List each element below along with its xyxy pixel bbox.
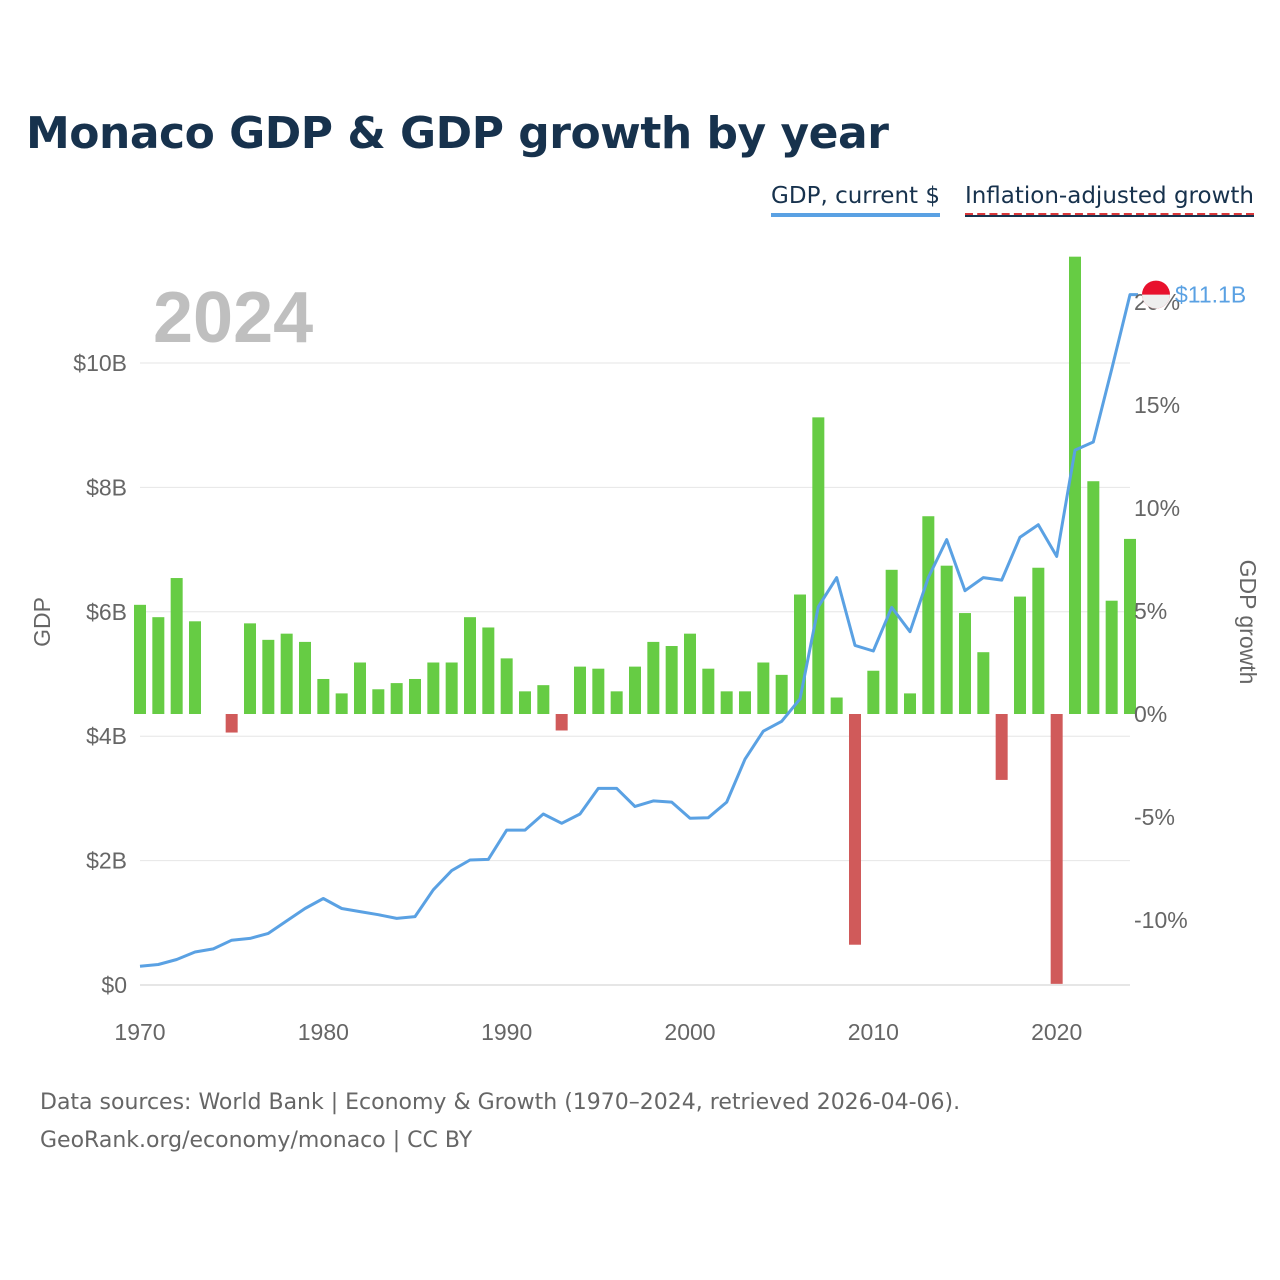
growth-bar-2000[interactable] (684, 633, 696, 714)
growth-bar-2023[interactable] (1105, 600, 1118, 714)
growth-bar-2024[interactable] (1124, 538, 1136, 714)
growth-bar-2007[interactable] (812, 417, 825, 714)
y2-tick-label: 15% (1134, 392, 1180, 418)
growth-bar-1981[interactable] (335, 693, 348, 714)
growth-bar-1992[interactable] (537, 685, 550, 714)
growth-bar-2004[interactable] (757, 662, 770, 715)
monaco-flag-icon-lower (1142, 294, 1170, 309)
growth-bar-1978[interactable] (280, 633, 293, 714)
growth-bar-1993[interactable] (555, 714, 568, 731)
growth-bar-1990[interactable] (500, 658, 513, 714)
growth-bar-2012[interactable] (904, 693, 916, 714)
growth-bar-2016[interactable] (977, 652, 990, 714)
y2-tick-label: -5% (1134, 804, 1175, 830)
x-tick-label: 2010 (848, 1019, 899, 1045)
growth-bar-2021[interactable] (1069, 256, 1081, 714)
growth-bar-2013[interactable] (922, 516, 935, 714)
growth-bar-2002[interactable] (720, 691, 733, 714)
x-tick-label: 2000 (664, 1019, 715, 1045)
y2-tick-label: 0% (1134, 701, 1167, 727)
growth-bar-1986[interactable] (427, 662, 440, 715)
growth-bar-1975[interactable] (225, 714, 238, 733)
growth-bar-1985[interactable] (409, 678, 421, 714)
growth-bar-1989[interactable] (482, 627, 495, 714)
growth-bar-1972[interactable] (170, 578, 183, 714)
growth-bar-1971[interactable] (152, 617, 165, 714)
y-tick-label: $10B (73, 350, 127, 376)
gdp-line-layer (139, 293, 1138, 968)
growth-bar-2003[interactable] (739, 691, 751, 714)
growth-bar-1976[interactable] (244, 623, 256, 714)
growth-bar-2001[interactable] (702, 668, 715, 714)
chart-title: Monaco GDP & GDP growth by year (26, 108, 889, 159)
growth-bar-1998[interactable] (647, 641, 660, 714)
y2-tick-label: -10% (1134, 907, 1188, 933)
growth-bar-2022[interactable] (1087, 481, 1100, 714)
growth-bar-2011[interactable] (885, 569, 898, 714)
growth-bar-1999[interactable] (665, 646, 678, 714)
growth-bar-1970[interactable] (134, 604, 146, 714)
legend-gdp[interactable]: GDP, current $ (771, 183, 940, 217)
growth-bar-1984[interactable] (390, 683, 403, 714)
source-line-1: Data sources: World Bank | Economy & Gro… (40, 1090, 961, 1115)
growth-bar-1979[interactable] (299, 641, 311, 714)
growth-bar-1994[interactable] (574, 666, 586, 714)
growth-bar-2005[interactable] (775, 674, 788, 714)
y2-axis-label: GDP growth (1235, 560, 1261, 685)
growth-bar-1991[interactable] (519, 691, 531, 714)
y-tick-label: $6B (86, 599, 127, 625)
gdp-line[interactable] (139, 293, 1138, 968)
y-axis-label: GDP (29, 597, 55, 647)
growth-bar-1987[interactable] (445, 662, 458, 715)
axes: $0$2B$4B$6B$8B$10B-10%-5%0%5%10%15%20%19… (73, 289, 1187, 1045)
growth-bar-1983[interactable] (372, 689, 385, 714)
growth-bar-2015[interactable] (959, 613, 971, 714)
growth-bar-2014[interactable] (940, 565, 953, 714)
growth-bar-2017[interactable] (995, 714, 1008, 780)
y-tick-label: $2B (86, 848, 127, 874)
growth-bar-2008[interactable] (830, 697, 843, 714)
growth-bar-1980[interactable] (317, 678, 330, 714)
x-tick-label: 1990 (481, 1019, 532, 1045)
growth-bar-2009[interactable] (849, 714, 861, 945)
growth-bar-1995[interactable] (592, 668, 605, 714)
y2-tick-label: 5% (1134, 598, 1167, 624)
growth-bar-1997[interactable] (629, 666, 641, 714)
gdp-end-label: $11.1B (1175, 282, 1246, 308)
growth-bar-1988[interactable] (464, 617, 476, 714)
growth-bar-1977[interactable] (262, 639, 275, 714)
end-marker: $11.1B (1142, 280, 1246, 309)
growth-bar-1982[interactable] (354, 662, 366, 715)
growth-bar-2010[interactable] (867, 670, 880, 714)
x-tick-label: 1980 (298, 1019, 349, 1045)
growth-bar-2019[interactable] (1032, 567, 1045, 714)
growth-bar-1996[interactable] (610, 691, 623, 714)
growth-bars (134, 256, 1136, 984)
x-tick-label: 2020 (1031, 1019, 1082, 1045)
legend-growth[interactable]: Inflation-adjusted growth (964, 183, 1255, 217)
growth-bar-2018[interactable] (1014, 596, 1026, 714)
grid-lines (140, 362, 1130, 986)
year-overlay: 2024 (153, 278, 313, 358)
y-tick-label: $4B (86, 723, 127, 749)
x-tick-label: 1970 (114, 1019, 165, 1045)
growth-bar-1973[interactable] (189, 621, 201, 714)
growth-bar-2020[interactable] (1050, 714, 1063, 984)
y-tick-label: $0 (101, 972, 127, 998)
source-line-2: GeoRank.org/economy/monaco | CC BY (40, 1128, 473, 1153)
y2-tick-label: 10% (1134, 495, 1180, 521)
y-tick-label: $8B (86, 474, 127, 500)
